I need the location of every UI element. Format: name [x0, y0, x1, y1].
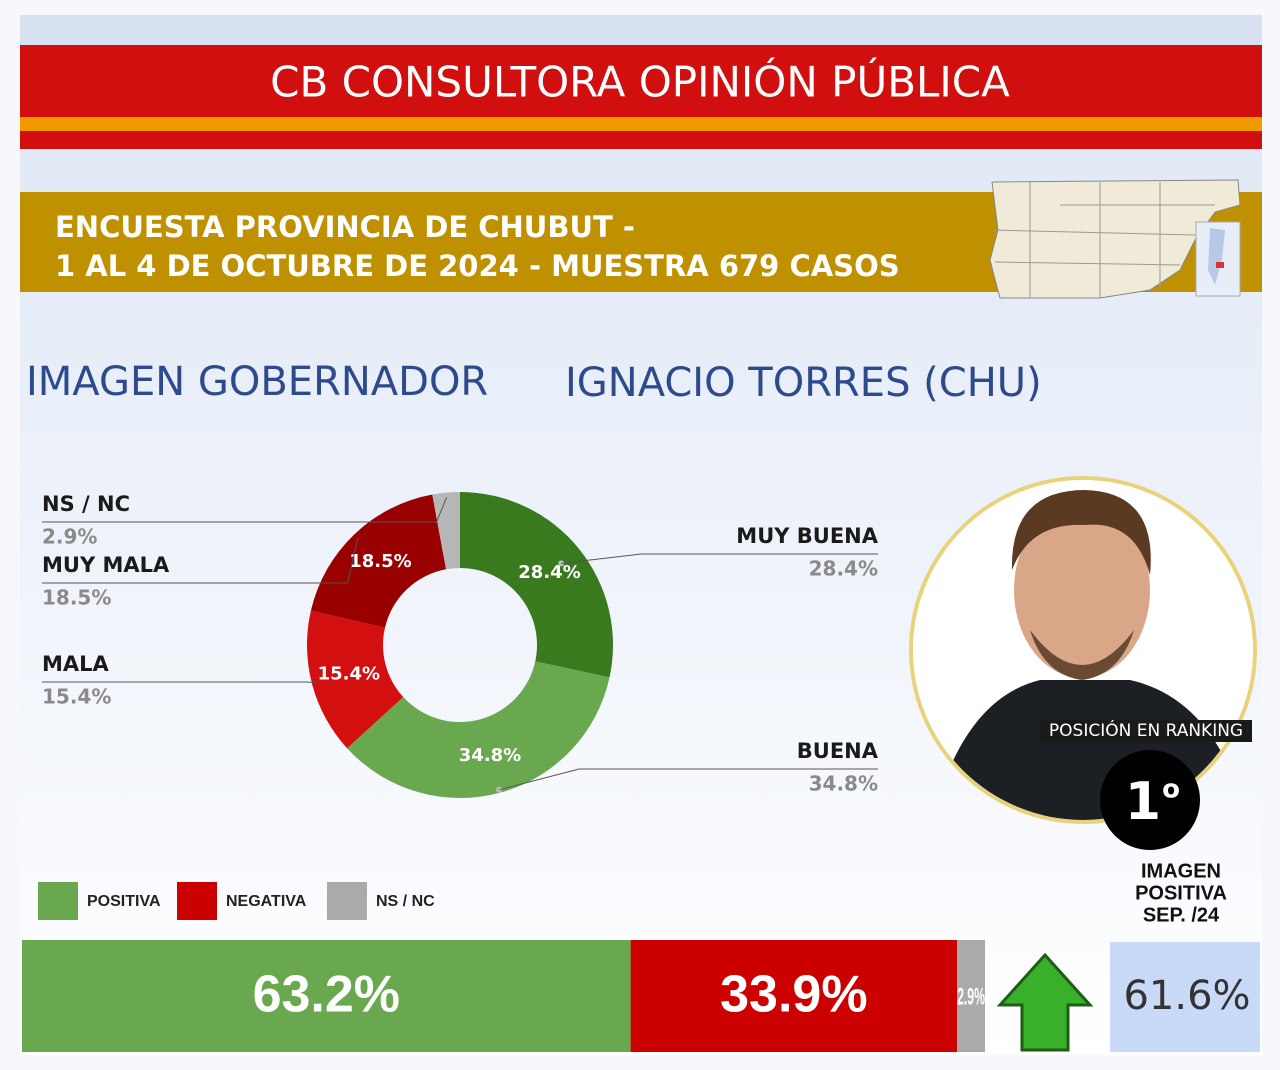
- stacked-bar-chart: 63.2% POSITIVA 33.9% NEGATIVA 2.9% NS / NC: [22, 882, 985, 1052]
- category-label: MUY BUENA: [736, 524, 878, 548]
- ranking-position: 1: [1125, 772, 1161, 832]
- category-value: 15.4%: [42, 685, 111, 709]
- trend-arrow: [996, 952, 1094, 1052]
- category-value: 2.9%: [42, 525, 97, 549]
- section-title: IMAGEN GOBERNADOR: [26, 359, 488, 405]
- donut-slice: [307, 610, 404, 749]
- previous-label: IMAGEN: [1141, 860, 1221, 882]
- category-label: BUENA: [797, 739, 879, 763]
- ranking-badge: [1100, 750, 1200, 850]
- slice-label: 15.4%: [318, 663, 380, 684]
- leader-line: [42, 681, 317, 684]
- header-top: [20, 15, 1262, 45]
- segment-label: 63.2%: [253, 966, 400, 1024]
- donut-slice: [460, 492, 613, 678]
- leader-line: [42, 497, 447, 523]
- header-band: [20, 45, 1262, 117]
- slice-label: 34.8%: [459, 745, 521, 766]
- header-title: CB CONSULTORA OPINIÓN PÚBLICA: [270, 57, 1010, 107]
- ranking-ordinal: o: [1162, 775, 1180, 805]
- category-value: 34.8%: [809, 772, 878, 796]
- header-band-lower: [20, 131, 1262, 149]
- previous-label: POSITIVA: [1135, 882, 1227, 904]
- legend-swatch: [177, 882, 217, 920]
- bar-segment: [630, 940, 958, 1052]
- leader-line: [42, 537, 359, 584]
- header-stripe: [20, 117, 1262, 131]
- leader-line: [561, 553, 878, 564]
- bar-segment: [22, 940, 631, 1052]
- category-label: NS / NC: [42, 492, 130, 516]
- slice-label: 28.4%: [518, 562, 580, 583]
- ranking-label-bg: [1040, 720, 1252, 742]
- segment-label: 33.9%: [720, 966, 867, 1024]
- section-subtitle: IGNACIO TORRES (CHU): [565, 360, 1042, 406]
- category-label: MALA: [42, 652, 110, 676]
- legend-swatch: [327, 882, 367, 920]
- category-label: MUY MALA: [42, 553, 170, 577]
- donut-slice: [347, 661, 610, 798]
- province-map: [989, 179, 1241, 299]
- previous-label: SEP. /24: [1143, 904, 1220, 926]
- bar-segment: [957, 940, 985, 1052]
- donut-slice: [310, 494, 447, 628]
- previous-box: [1110, 942, 1260, 1052]
- segment-label: 2.9%: [957, 983, 985, 1010]
- ranking-label: POSICIÓN EN RANKING: [1049, 719, 1243, 741]
- previous-value: 61.6%: [1123, 973, 1250, 1019]
- slice-label: 18.5%: [349, 551, 411, 572]
- category-value: 18.5%: [42, 586, 111, 610]
- survey-line: 1 AL 4 DE OCTUBRE DE 2024 - MUESTRA 679 …: [55, 249, 900, 283]
- survey-line: ENCUESTA PROVINCIA DE CHUBUT -: [55, 210, 635, 244]
- donut-chart: 28.4% MUY BUENA 28.4% 34.8% BUENA 34.8% 15.4% M…: [42, 492, 879, 798]
- donut-slice: [432, 492, 460, 570]
- legend-swatch: [38, 882, 78, 920]
- category-value: 28.4%: [809, 557, 878, 581]
- legend-label: POSITIVA: [87, 893, 161, 910]
- leader-line: [499, 768, 878, 791]
- legend-label: NS / NC: [376, 893, 435, 910]
- legend-label: NEGATIVA: [226, 893, 307, 910]
